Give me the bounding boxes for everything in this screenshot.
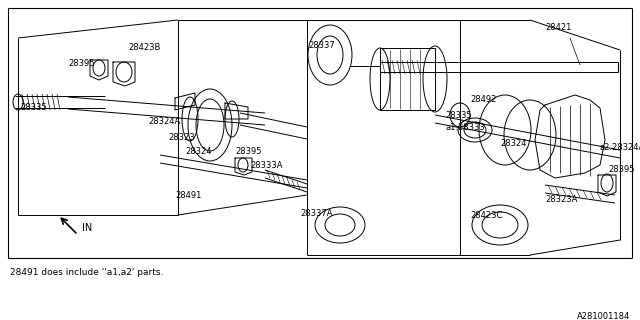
Text: 28337A: 28337A bbox=[300, 209, 333, 218]
Text: 28423C: 28423C bbox=[470, 211, 502, 220]
Text: 28395: 28395 bbox=[235, 148, 262, 156]
Text: 28491 does include ''a1,a2' parts.: 28491 does include ''a1,a2' parts. bbox=[10, 268, 163, 277]
Text: 28324A: 28324A bbox=[148, 117, 180, 126]
Text: 28335: 28335 bbox=[20, 103, 47, 113]
Text: 28423B: 28423B bbox=[128, 44, 161, 52]
Text: 28335: 28335 bbox=[445, 110, 472, 119]
Text: 28395: 28395 bbox=[68, 59, 95, 68]
Text: a2.28324A: a2.28324A bbox=[600, 143, 640, 153]
Text: 28421: 28421 bbox=[545, 23, 572, 33]
Text: 28323A: 28323A bbox=[545, 196, 577, 204]
Text: 28324: 28324 bbox=[185, 148, 211, 156]
Text: 28324: 28324 bbox=[500, 139, 527, 148]
Text: 28323: 28323 bbox=[168, 133, 195, 142]
Text: A281001184: A281001184 bbox=[577, 312, 630, 320]
Text: a1.28333: a1.28333 bbox=[445, 124, 484, 132]
Text: 28492: 28492 bbox=[470, 95, 497, 105]
Text: 28395: 28395 bbox=[608, 165, 634, 174]
Text: 28491: 28491 bbox=[175, 190, 202, 199]
Text: 28337: 28337 bbox=[308, 41, 335, 50]
Text: 28333A: 28333A bbox=[250, 161, 282, 170]
Text: IN: IN bbox=[82, 223, 92, 233]
